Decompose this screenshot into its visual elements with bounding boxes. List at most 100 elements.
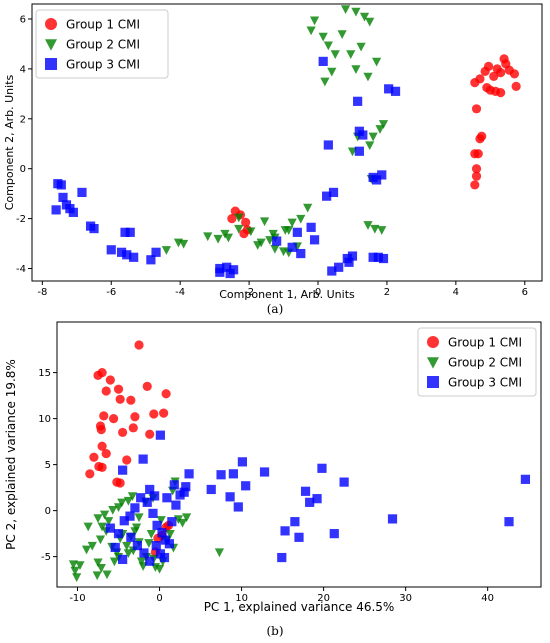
data-point <box>182 513 192 523</box>
data-point <box>151 540 161 551</box>
data-point <box>177 518 188 528</box>
data-point <box>115 394 125 404</box>
data-point <box>378 253 389 264</box>
data-point <box>171 500 181 510</box>
data-point <box>101 386 111 396</box>
data-point <box>228 469 238 479</box>
y-tick-label: 5 <box>45 460 51 471</box>
data-point <box>239 228 249 239</box>
data-point <box>323 41 333 51</box>
data-point <box>81 545 92 555</box>
legend-marker <box>45 39 57 51</box>
data-point <box>68 560 79 570</box>
data-point <box>58 192 68 203</box>
data-point <box>102 570 112 580</box>
data-point <box>108 506 118 515</box>
data-point <box>118 554 128 564</box>
y-tick-label: 6 <box>20 14 26 25</box>
data-point <box>162 493 172 503</box>
data-point <box>214 548 225 558</box>
data-point <box>116 247 127 257</box>
panel-a-label: (a) <box>266 302 284 316</box>
legend-label: Group 3 CMI <box>66 58 140 72</box>
data-point <box>280 226 290 235</box>
x-tick-label: 20 <box>317 593 330 604</box>
data-point <box>351 65 361 74</box>
data-point <box>159 552 170 563</box>
legend-label: Group 2 CMI <box>448 356 522 370</box>
data-point <box>105 375 115 385</box>
legend-marker <box>427 357 439 369</box>
panel-b-label: (b) <box>266 624 284 638</box>
data-point <box>280 526 290 536</box>
data-point <box>387 514 398 524</box>
data-point <box>300 486 311 496</box>
data-point <box>216 470 226 480</box>
data-point <box>123 549 133 559</box>
y-tick-label: -4 <box>16 264 26 275</box>
data-point <box>89 452 99 462</box>
data-point <box>220 229 230 239</box>
data-point <box>93 558 103 568</box>
data-point <box>130 412 140 422</box>
data-point <box>109 557 120 567</box>
data-point <box>89 223 99 234</box>
data-point <box>136 493 146 503</box>
x-axis-label: PC 1, explained variance 46.5% <box>204 600 395 614</box>
data-point <box>504 517 514 527</box>
data-point <box>368 132 378 142</box>
legend-label: Group 2 CMI <box>66 38 140 52</box>
data-point <box>509 69 520 79</box>
data-point <box>144 539 154 548</box>
data-point <box>471 171 482 181</box>
data-point <box>75 561 85 570</box>
data-point <box>330 50 340 59</box>
data-point <box>96 563 106 573</box>
data-point <box>95 535 106 545</box>
data-point <box>470 180 480 190</box>
data-point <box>365 141 375 151</box>
data-point <box>259 467 270 477</box>
data-point <box>225 268 235 279</box>
data-point <box>136 557 147 567</box>
y-tick-label: -5 <box>41 552 51 563</box>
data-point <box>132 540 142 551</box>
data-point <box>375 125 385 134</box>
x-tick-label: 2 <box>384 287 390 298</box>
data-point <box>117 498 127 508</box>
x-axis-label: Component 1, Arb. Units <box>219 288 355 301</box>
data-point <box>322 191 332 201</box>
data-point <box>145 484 155 495</box>
data-point <box>203 232 213 242</box>
x-tick-label: 0 <box>315 287 321 298</box>
legend: Group 1 CMI Group 2 CMI Group 3 CMI <box>417 327 537 397</box>
data-point <box>373 252 383 262</box>
data-point <box>83 522 93 532</box>
data-point <box>122 455 132 465</box>
data-point <box>234 224 244 234</box>
legend: Group 1 CMI Group 2 CMI Group 3 CMI <box>35 9 169 79</box>
data-point <box>131 523 142 533</box>
data-point <box>303 203 313 213</box>
data-point <box>329 529 339 539</box>
data-point <box>148 508 158 518</box>
legend-label: Group 1 CMI <box>66 18 140 32</box>
data-point <box>51 205 61 215</box>
data-point <box>110 542 120 553</box>
data-point <box>125 227 135 237</box>
y-axis-label: PC 2, explained variance 19.8% <box>4 359 18 550</box>
data-point <box>113 529 124 539</box>
data-point <box>312 494 322 504</box>
data-point <box>320 77 330 87</box>
data-point <box>154 564 165 574</box>
data-point <box>296 214 306 224</box>
data-point <box>309 16 320 26</box>
data-point <box>173 238 184 248</box>
data-point <box>161 246 171 255</box>
data-point <box>222 262 232 272</box>
data-point <box>56 180 66 190</box>
data-point <box>150 491 160 501</box>
data-point <box>378 120 389 129</box>
data-point <box>377 226 387 235</box>
data-point <box>161 389 171 399</box>
